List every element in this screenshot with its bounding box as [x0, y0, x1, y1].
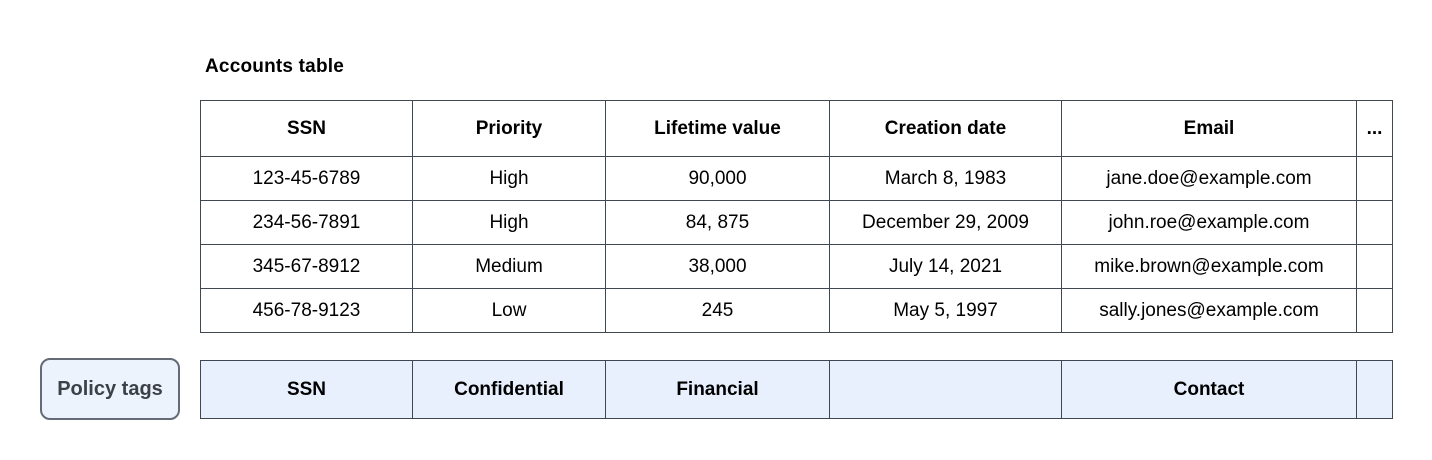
cell-email: jane.doe@example.com [1061, 156, 1357, 201]
header-cell-ssn: SSN [200, 100, 413, 157]
header-cell-email: Email [1061, 100, 1357, 157]
table-row: 345-67-8912 Medium 38,000 July 14, 2021 … [200, 244, 1393, 289]
policy-tag-cell-financial: Financial [605, 360, 830, 419]
policy-tag-cell-contact: Contact [1061, 360, 1357, 419]
header-cell-creation-date: Creation date [829, 100, 1062, 157]
cell-more [1356, 200, 1393, 245]
accounts-header-row: SSN Priority Lifetime value Creation dat… [200, 100, 1393, 157]
cell-email: sally.jones@example.com [1061, 288, 1357, 333]
cell-more [1356, 244, 1393, 289]
cell-lifetime-value: 90,000 [605, 156, 830, 201]
cell-creation-date: March 8, 1983 [829, 156, 1062, 201]
cell-priority: High [412, 200, 606, 245]
policy-tag-cells: SSN Confidential Financial Contact [200, 360, 1393, 419]
cell-priority: High [412, 156, 606, 201]
policy-tag-cell-empty [829, 360, 1062, 419]
policy-tags-row: SSN Confidential Financial Contact [200, 360, 1393, 419]
policy-tag-cell-confidential: Confidential [412, 360, 606, 419]
accounts-table-title: Accounts table [205, 56, 344, 77]
cell-creation-date: July 14, 2021 [829, 244, 1062, 289]
header-cell-priority: Priority [412, 100, 606, 157]
policy-tags-button[interactable]: Policy tags [40, 358, 180, 420]
table-row: 456-78-9123 Low 245 May 5, 1997 sally.jo… [200, 288, 1393, 333]
table-row: 123-45-6789 High 90,000 March 8, 1983 ja… [200, 156, 1393, 201]
cell-more [1356, 156, 1393, 201]
cell-priority: Medium [412, 244, 606, 289]
cell-creation-date: May 5, 1997 [829, 288, 1062, 333]
header-cell-lifetime-value: Lifetime value [605, 100, 830, 157]
accounts-table: SSN Priority Lifetime value Creation dat… [200, 100, 1393, 333]
cell-ssn: 456-78-9123 [200, 288, 413, 333]
cell-lifetime-value: 38,000 [605, 244, 830, 289]
cell-email: mike.brown@example.com [1061, 244, 1357, 289]
cell-lifetime-value: 84, 875 [605, 200, 830, 245]
cell-ssn: 345-67-8912 [200, 244, 413, 289]
cell-ssn: 234-56-7891 [200, 200, 413, 245]
policy-tags-button-label: Policy tags [57, 377, 163, 400]
header-cell-more-columns: ... [1356, 100, 1393, 157]
cell-lifetime-value: 245 [605, 288, 830, 333]
cell-email: john.roe@example.com [1061, 200, 1357, 245]
cell-more [1356, 288, 1393, 333]
cell-creation-date: December 29, 2009 [829, 200, 1062, 245]
cell-ssn: 123-45-6789 [200, 156, 413, 201]
policy-tag-cell-more [1356, 360, 1393, 419]
policy-tag-cell-ssn: SSN [200, 360, 413, 419]
table-row: 234-56-7891 High 84, 875 December 29, 20… [200, 200, 1393, 245]
cell-priority: Low [412, 288, 606, 333]
